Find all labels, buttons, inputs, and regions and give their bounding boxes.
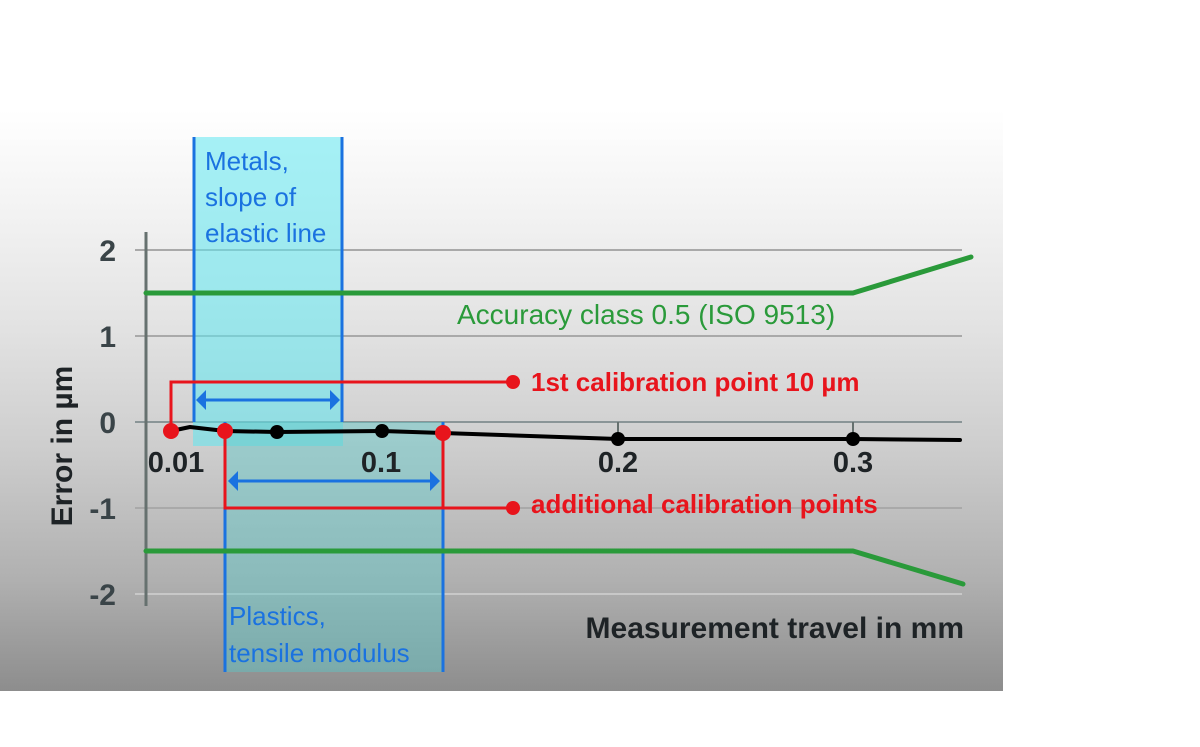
svg-text:0: 0 [99, 407, 116, 440]
metals-label-line2: slope of [205, 182, 297, 212]
arrow-left-icon [196, 390, 206, 410]
y-axis-title: Error in µm [46, 366, 79, 527]
data-point-marker [611, 432, 625, 446]
calibration-point-marker [217, 423, 233, 439]
calibration-point-marker [435, 425, 451, 441]
svg-text:0.1: 0.1 [361, 447, 401, 479]
x-tick-marks [617, 422, 854, 438]
svg-text:0.3: 0.3 [833, 447, 873, 479]
svg-text:2: 2 [99, 235, 116, 268]
svg-text:-1: -1 [89, 493, 116, 526]
first-calibration-label: 1st calibration point 10 µm [531, 367, 860, 397]
chart-background [0, 0, 1003, 691]
x-axis-title: Measurement travel in mm [586, 612, 964, 645]
svg-text:0.01: 0.01 [148, 447, 204, 479]
plastics-region: Plastics, tensile modulus [223, 422, 445, 672]
arrow-right-icon [430, 471, 440, 491]
plastics-label-line1: Plastics, [229, 601, 326, 631]
calibration-point-marker [163, 423, 179, 439]
x-tick-labels: 0.01 0.1 0.2 0.3 [148, 447, 873, 479]
metals-label-line1: Metals, [205, 146, 289, 176]
data-point-marker [846, 432, 860, 446]
y-tick-labels: 2 1 0 -1 -2 [89, 235, 116, 612]
curve-markers [163, 423, 860, 446]
arrow-right-icon [330, 390, 340, 410]
calibration-brackets [169, 380, 513, 510]
svg-text:-2: -2 [89, 579, 116, 612]
additional-cal-connector-dot [506, 501, 520, 515]
data-point-marker [270, 425, 284, 439]
accuracy-class-label: Accuracy class 0.5 (ISO 9513) [457, 299, 835, 330]
metals-label-line3: elastic line [205, 218, 326, 248]
svg-text:1: 1 [99, 321, 116, 354]
svg-text:0.2: 0.2 [598, 447, 638, 479]
accuracy-limits [143, 254, 974, 587]
first-cal-connector-dot [506, 375, 520, 389]
plastics-label-line2: tensile modulus [229, 638, 410, 668]
arrow-left-icon [228, 471, 238, 491]
additional-calibration-label: additional calibration points [531, 489, 878, 519]
data-point-marker [375, 424, 389, 438]
